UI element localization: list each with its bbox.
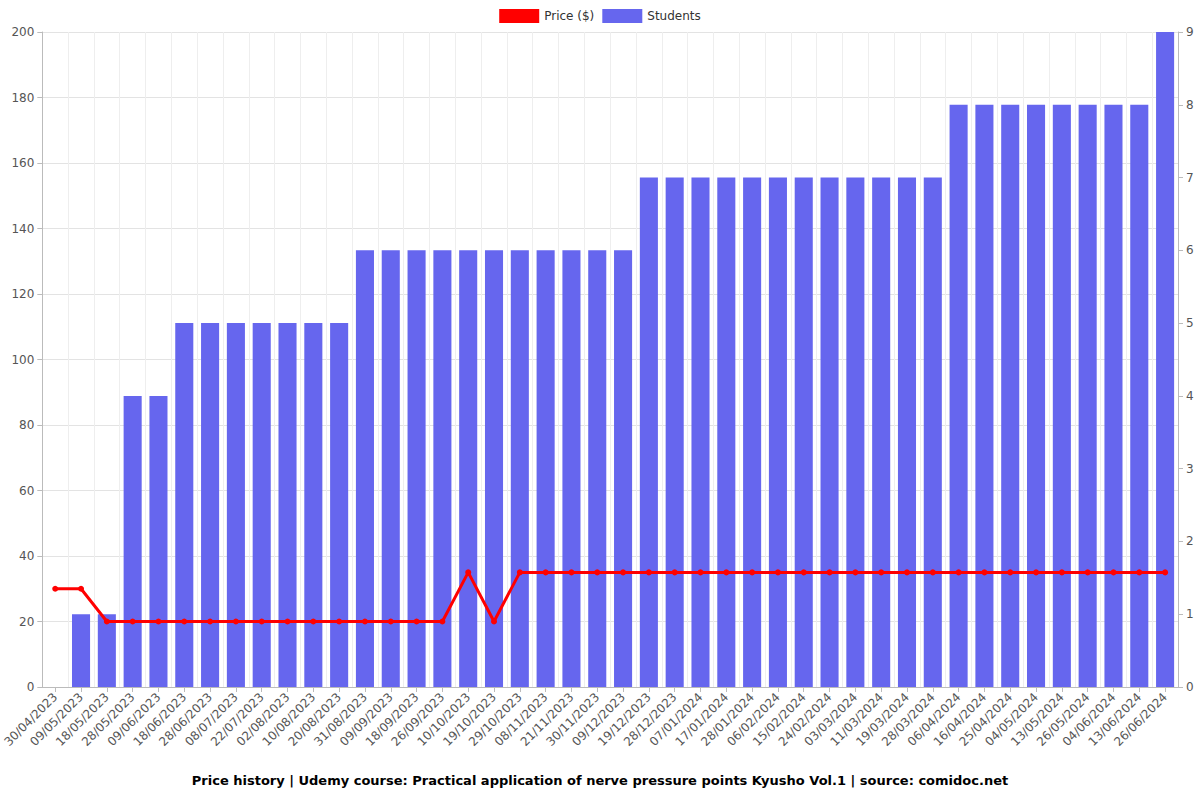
svg-text:120: 120 bbox=[11, 287, 34, 301]
svg-text:6: 6 bbox=[1186, 243, 1194, 257]
svg-text:02/08/2023: 02/08/2023 bbox=[233, 690, 293, 749]
svg-text:Students: Students bbox=[647, 9, 701, 23]
svg-text:09/12/2023: 09/12/2023 bbox=[569, 690, 628, 749]
svg-text:28/01/2024: 28/01/2024 bbox=[698, 690, 758, 749]
svg-text:20: 20 bbox=[19, 615, 34, 629]
svg-text:80: 80 bbox=[19, 418, 34, 432]
svg-text:25/04/2024: 25/04/2024 bbox=[956, 690, 1016, 749]
svg-text:17/01/2024: 17/01/2024 bbox=[672, 690, 732, 749]
svg-text:08/11/2023: 08/11/2023 bbox=[491, 690, 551, 749]
svg-text:06/02/2024: 06/02/2024 bbox=[724, 690, 783, 749]
svg-text:2: 2 bbox=[1186, 534, 1194, 548]
svg-text:28/03/2024: 28/03/2024 bbox=[879, 690, 938, 749]
svg-text:30/04/2023: 30/04/2023 bbox=[1, 690, 61, 749]
svg-text:18/05/2023: 18/05/2023 bbox=[53, 690, 112, 749]
svg-text:28/06/2023: 28/06/2023 bbox=[156, 690, 215, 749]
svg-text:16/04/2024: 16/04/2024 bbox=[930, 690, 990, 749]
svg-text:31/08/2023: 31/08/2023 bbox=[311, 690, 370, 749]
svg-text:19/10/2023: 19/10/2023 bbox=[440, 690, 499, 749]
svg-text:4: 4 bbox=[1186, 389, 1194, 403]
svg-text:04/05/2024: 04/05/2024 bbox=[982, 690, 1041, 749]
svg-text:26/06/2024: 26/06/2024 bbox=[1111, 690, 1170, 749]
svg-text:29/10/2023: 29/10/2023 bbox=[466, 690, 525, 749]
svg-text:7: 7 bbox=[1186, 171, 1194, 185]
svg-text:40: 40 bbox=[19, 549, 34, 563]
svg-text:22/07/2023: 22/07/2023 bbox=[207, 690, 267, 749]
svg-text:10/10/2023: 10/10/2023 bbox=[414, 690, 474, 749]
svg-text:21/11/2023: 21/11/2023 bbox=[517, 690, 577, 749]
svg-text:100: 100 bbox=[11, 353, 34, 367]
svg-text:18/06/2023: 18/06/2023 bbox=[130, 690, 190, 749]
svg-text:10/08/2023: 10/08/2023 bbox=[259, 690, 319, 749]
svg-text:3: 3 bbox=[1186, 462, 1194, 476]
svg-text:06/04/2024: 06/04/2024 bbox=[904, 690, 964, 749]
svg-text:03/03/2024: 03/03/2024 bbox=[801, 690, 861, 749]
svg-text:30/11/2023: 30/11/2023 bbox=[543, 690, 603, 749]
svg-text:09/06/2023: 09/06/2023 bbox=[104, 690, 164, 749]
svg-text:26/09/2023: 26/09/2023 bbox=[388, 690, 448, 749]
svg-text:28/05/2023: 28/05/2023 bbox=[78, 690, 138, 749]
svg-text:08/07/2023: 08/07/2023 bbox=[182, 690, 241, 749]
svg-text:15/02/2024: 15/02/2024 bbox=[749, 690, 809, 749]
svg-text:60: 60 bbox=[19, 484, 34, 498]
svg-text:09/05/2023: 09/05/2023 bbox=[27, 690, 86, 749]
svg-text:13/06/2024: 13/06/2024 bbox=[1085, 690, 1145, 749]
svg-text:24/02/2024: 24/02/2024 bbox=[775, 690, 835, 749]
svg-text:11/03/2024: 11/03/2024 bbox=[827, 690, 887, 749]
svg-text:18/09/2023: 18/09/2023 bbox=[362, 690, 422, 749]
svg-text:140: 140 bbox=[11, 222, 34, 236]
svg-text:28/12/2023: 28/12/2023 bbox=[620, 690, 680, 749]
svg-text:160: 160 bbox=[11, 156, 34, 170]
svg-text:1: 1 bbox=[1186, 607, 1194, 621]
svg-text:180: 180 bbox=[11, 91, 34, 105]
svg-text:Price history | Udemy course:: Price history | Udemy course: Practical … bbox=[192, 773, 1008, 788]
svg-text:19/03/2024: 19/03/2024 bbox=[853, 690, 912, 749]
svg-text:13/05/2024: 13/05/2024 bbox=[1008, 690, 1067, 749]
svg-text:8: 8 bbox=[1186, 98, 1194, 112]
svg-text:20/08/2023: 20/08/2023 bbox=[285, 690, 345, 749]
svg-text:04/06/2024: 04/06/2024 bbox=[1059, 690, 1119, 749]
svg-text:09/09/2023: 09/09/2023 bbox=[337, 690, 396, 749]
svg-text:Price ($): Price ($) bbox=[544, 9, 594, 23]
svg-text:0: 0 bbox=[1186, 680, 1194, 694]
svg-text:200: 200 bbox=[11, 25, 34, 39]
svg-text:26/05/2024: 26/05/2024 bbox=[1033, 690, 1093, 749]
svg-text:0: 0 bbox=[27, 680, 35, 694]
svg-text:07/01/2024: 07/01/2024 bbox=[646, 690, 706, 749]
svg-text:19/12/2023: 19/12/2023 bbox=[595, 690, 654, 749]
svg-text:9: 9 bbox=[1186, 25, 1194, 39]
svg-text:5: 5 bbox=[1186, 316, 1194, 330]
